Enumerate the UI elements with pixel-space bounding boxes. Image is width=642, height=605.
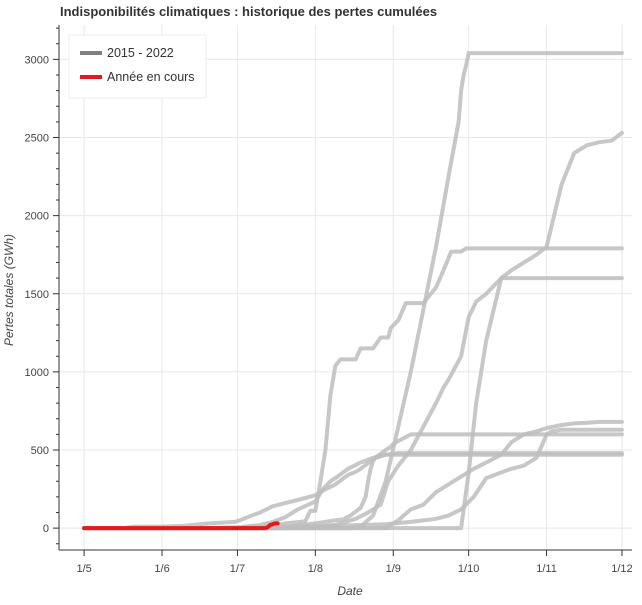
x-tick-label: 1/11 [536,563,557,575]
x-tick-label: 1/7 [230,563,245,575]
series-line-history-4 [82,451,624,531]
y-axis-label: Pertes totales (GWh) [2,234,16,346]
legend-label-history: 2015 - 2022 [107,46,174,60]
chart-title: Indisponibilités climatiques : historiqu… [60,4,437,19]
series-line-history-3 [82,452,624,531]
current-year-lines [82,521,280,531]
legend: 2015 - 2022 Année en cours [68,34,207,99]
y-tick-label: 1500 [25,289,49,301]
y-tick-label: 1000 [25,367,49,379]
series-line-history-5 [82,276,624,531]
y-tick-label: 3000 [25,54,49,66]
x-tick-label: 1/9 [386,563,401,575]
x-tick-label: 1/5 [76,563,91,575]
grid-lines [59,25,632,550]
series-line-history-0 [82,246,624,531]
history-lines [82,51,624,531]
axes: 1/5 1/6 1/7 1/8 1/9 1/10 1/11 1/12 0 500 1000 1500 2… [25,25,633,575]
y-tick-label: 2500 [25,133,49,145]
x-tick-label: 1/10 [458,563,479,575]
x-tick-label: 1/8 [308,563,323,575]
y-tick-label: 2000 [25,211,49,223]
series-line-history-8 [82,130,624,531]
y-tick-label: 0 [43,523,49,535]
x-axis-label: Date [337,584,363,598]
legend-box [68,34,207,99]
series-line-history-1 [82,51,624,531]
legend-label-current: Année en cours [107,70,195,84]
x-tick-label: 1/6 [154,563,169,575]
series-line-history-6 [82,419,624,531]
y-tick-label: 500 [31,445,49,457]
series-line-current-year [82,521,280,531]
x-tick-label: 1/12 [611,563,632,575]
